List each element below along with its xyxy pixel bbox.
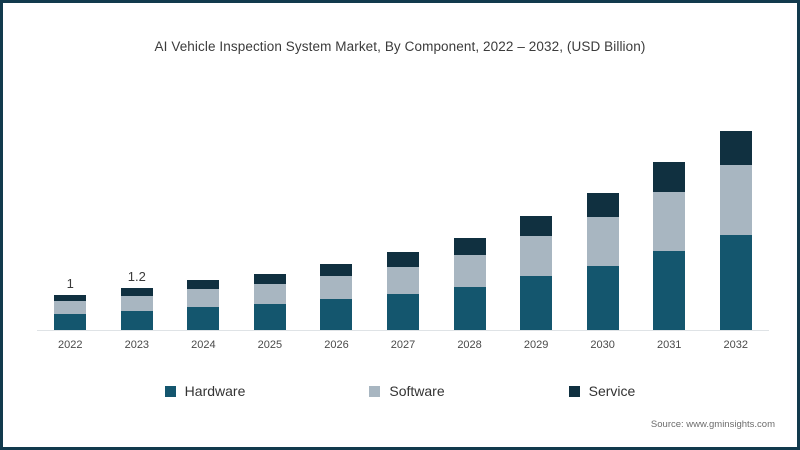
bar-segment-service[interactable] bbox=[520, 216, 553, 237]
x-tick-label: 2024 bbox=[191, 339, 216, 351]
x-tick-label: 2027 bbox=[390, 339, 416, 351]
bar-group[interactable] bbox=[436, 103, 503, 331]
bar-segment-service[interactable] bbox=[253, 273, 286, 284]
bar-segment-service[interactable] bbox=[320, 263, 353, 276]
bar-group[interactable] bbox=[370, 103, 437, 331]
bar-value-label: 1 bbox=[66, 275, 74, 291]
stacked-bar[interactable] bbox=[120, 287, 153, 331]
bar-group[interactable] bbox=[702, 103, 769, 331]
page-title: AI Vehicle Inspection System Market, By … bbox=[154, 39, 646, 54]
bar-segment-software[interactable] bbox=[653, 191, 686, 251]
stacked-bar[interactable] bbox=[253, 273, 286, 331]
bar-group[interactable] bbox=[170, 103, 237, 331]
x-tick-label: 2023 bbox=[124, 339, 150, 351]
bar-segment-software[interactable] bbox=[54, 301, 87, 314]
bar-segment-software[interactable] bbox=[120, 295, 153, 311]
bar-segment-service[interactable] bbox=[453, 238, 486, 255]
bar-segment-hardware[interactable] bbox=[54, 314, 87, 331]
stacked-bar[interactable] bbox=[187, 279, 220, 331]
source-attribution: Source: www.gminsights.com bbox=[650, 419, 775, 430]
legend-item-hardware[interactable]: Hardware bbox=[164, 383, 246, 399]
bar-segment-hardware[interactable] bbox=[253, 303, 286, 331]
x-tick-label: 2032 bbox=[723, 339, 748, 351]
bar-segment-hardware[interactable] bbox=[520, 276, 553, 331]
bar-segment-service[interactable] bbox=[54, 294, 87, 302]
bar-segment-hardware[interactable] bbox=[653, 250, 686, 331]
bar-segment-hardware[interactable] bbox=[586, 265, 619, 331]
bar-segment-software[interactable] bbox=[253, 283, 286, 304]
legend-label: Hardware bbox=[184, 383, 246, 399]
bar-segment-software[interactable] bbox=[187, 288, 220, 307]
bar-group[interactable] bbox=[503, 103, 570, 331]
bar-segment-software[interactable] bbox=[586, 217, 619, 266]
stacked-bar[interactable] bbox=[653, 162, 686, 331]
bar-segment-service[interactable] bbox=[586, 193, 619, 218]
x-tick-label: 2030 bbox=[590, 339, 615, 351]
bar-group[interactable]: 1 bbox=[37, 103, 104, 331]
stacked-bar[interactable] bbox=[453, 238, 486, 331]
x-axis-tick-labels: 2022 2023 2024 2025 2026 2027 2028 2029 2030 2031… bbox=[37, 339, 769, 351]
legend-swatch-icon bbox=[164, 385, 176, 397]
legend-swatch-icon bbox=[568, 385, 580, 397]
bar-segment-software[interactable] bbox=[520, 236, 553, 277]
legend-swatch-icon bbox=[369, 385, 381, 397]
stacked-bar[interactable] bbox=[320, 263, 353, 331]
legend-label: Software bbox=[389, 383, 445, 399]
x-tick-label: 2025 bbox=[257, 339, 283, 351]
stacked-bar[interactable] bbox=[520, 216, 553, 331]
bar-segment-service[interactable] bbox=[653, 162, 686, 192]
x-tick-label: 2031 bbox=[656, 339, 682, 351]
bar-segment-software[interactable] bbox=[320, 275, 353, 299]
bar-segment-hardware[interactable] bbox=[387, 293, 419, 331]
bar-segment-hardware[interactable] bbox=[320, 298, 353, 331]
plot-area: 1 1.2 bbox=[37, 103, 769, 331]
legend-label: Service bbox=[588, 383, 636, 399]
x-tick-label: 2026 bbox=[324, 339, 349, 351]
stacked-bar[interactable] bbox=[54, 294, 87, 331]
bar-value-label: 1.2 bbox=[127, 268, 146, 284]
bar-series-container: 1 1.2 bbox=[37, 103, 769, 331]
bar-segment-service[interactable] bbox=[387, 252, 419, 267]
bar-segment-hardware[interactable] bbox=[453, 286, 486, 331]
bar-segment-software[interactable] bbox=[719, 165, 752, 236]
bar-segment-service[interactable] bbox=[120, 287, 153, 296]
bar-segment-service[interactable] bbox=[719, 130, 752, 166]
stacked-bar[interactable] bbox=[387, 252, 419, 331]
bar-segment-hardware[interactable] bbox=[120, 310, 153, 331]
bar-group[interactable] bbox=[237, 103, 304, 331]
x-tick-label: 2022 bbox=[58, 339, 83, 351]
legend-item-service[interactable]: Service bbox=[568, 383, 636, 399]
stacked-bar[interactable] bbox=[719, 130, 752, 331]
bar-segment-software[interactable] bbox=[387, 266, 419, 294]
x-tick-label: 2029 bbox=[523, 339, 549, 351]
bar-segment-hardware[interactable] bbox=[719, 235, 752, 331]
legend-item-software[interactable]: Software bbox=[369, 383, 445, 399]
bar-group[interactable] bbox=[569, 103, 636, 331]
x-tick-label: 2028 bbox=[457, 339, 482, 351]
chart-legend: Hardware Software Service bbox=[3, 383, 797, 399]
bar-segment-software[interactable] bbox=[453, 254, 486, 287]
stacked-bar[interactable] bbox=[586, 193, 619, 331]
bar-group[interactable] bbox=[303, 103, 370, 331]
bar-segment-service[interactable] bbox=[187, 279, 220, 289]
bar-group[interactable]: 1.2 bbox=[104, 103, 171, 331]
bar-segment-hardware[interactable] bbox=[187, 306, 220, 331]
bar-group[interactable] bbox=[636, 103, 703, 331]
x-axis-baseline bbox=[37, 330, 769, 331]
